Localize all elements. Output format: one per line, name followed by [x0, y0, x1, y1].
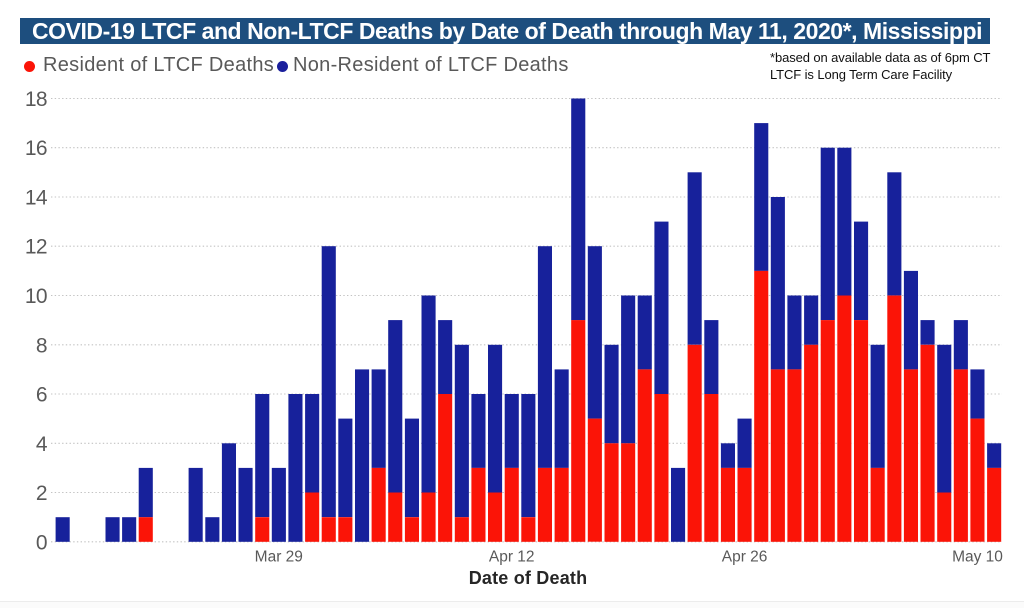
svg-text:Mar 29: Mar 29: [255, 549, 303, 566]
svg-text:6: 6: [36, 384, 47, 407]
svg-text:10: 10: [25, 285, 47, 308]
svg-text:2: 2: [36, 482, 47, 505]
svg-text:16: 16: [25, 137, 47, 160]
svg-text:18: 18: [25, 88, 47, 111]
svg-text:May 10: May 10: [952, 549, 1003, 566]
svg-text:4: 4: [36, 433, 48, 456]
svg-text:Date of Death: Date of Death: [469, 568, 588, 588]
svg-text:8: 8: [36, 334, 47, 357]
svg-text:14: 14: [25, 187, 48, 210]
svg-text:Apr 12: Apr 12: [489, 549, 535, 566]
svg-text:0: 0: [36, 531, 47, 554]
svg-text:12: 12: [25, 236, 47, 259]
svg-text:Apr 26: Apr 26: [722, 549, 768, 566]
